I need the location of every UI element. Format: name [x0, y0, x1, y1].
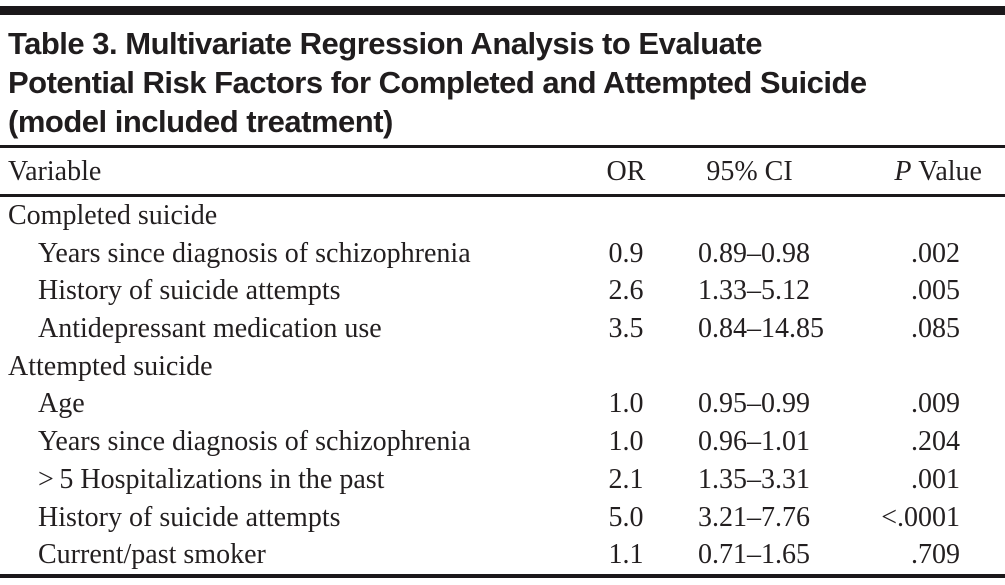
- bottom-rule: [0, 573, 1005, 578]
- row-or-value: 2.6: [608, 275, 644, 307]
- col-header-variable: Variable: [8, 156, 102, 187]
- row-ci-value: 0.89–0.98: [698, 237, 810, 269]
- row-p-value: .009: [911, 388, 960, 420]
- row-variable: Antidepressant medication use: [38, 313, 382, 345]
- row-ci-value: 1.33–5.12: [698, 275, 810, 307]
- pvalue-italic-p: P: [894, 156, 912, 187]
- row-ci-value: 0.71–1.65: [698, 539, 810, 571]
- row-p-value: .085: [911, 313, 960, 345]
- row-ci-value: 0.95–0.99: [698, 388, 810, 420]
- table-title: Table 3. Multivariate Regression Analysi…: [0, 15, 1005, 145]
- row-p-value: .005: [911, 275, 960, 307]
- row-variable: History of suicide attempts: [38, 275, 341, 307]
- column-header-row: Variable OR 95% CI P Value: [0, 148, 1005, 194]
- title-separator-rule: [0, 145, 1005, 148]
- table-title-line-3: (model included treatment): [8, 104, 393, 139]
- section-row-completed-suicide: Completed suicide: [8, 200, 218, 231]
- row-variable: Years since diagnosis of schizophrenia: [38, 237, 471, 269]
- col-header-ci: 95% CI: [706, 156, 793, 187]
- row-variable: Current/past smoker: [38, 539, 266, 571]
- row-ci-value: 1.35–3.31: [698, 463, 810, 495]
- pvalue-rest: Value: [918, 156, 982, 187]
- row-or-value: 1.0: [608, 388, 644, 420]
- row-variable: > 5 Hospitalizations in the past: [38, 463, 385, 495]
- top-rule: [0, 6, 1005, 15]
- table-title-line-1: Table 3. Multivariate Regression Analysi…: [8, 26, 762, 61]
- row-variable: Age: [38, 388, 85, 420]
- row-p-value: .204: [911, 426, 960, 458]
- row-or-value: 5.0: [608, 501, 644, 533]
- row-or-value: 3.5: [608, 313, 644, 345]
- row-or-value: 0.9: [608, 237, 644, 269]
- row-ci-value: 3.21–7.76: [698, 501, 810, 533]
- col-header-pvalue: P Value: [837, 157, 989, 194]
- row-variable: Years since diagnosis of schizophrenia: [38, 426, 471, 458]
- row-ci-value: 0.84–14.85: [698, 313, 824, 345]
- section-row-attempted-suicide: Attempted suicide: [8, 350, 213, 382]
- row-or-value: 1.1: [608, 539, 644, 571]
- row-ci-value: 0.96–1.01: [698, 426, 810, 458]
- row-or-value: 2.1: [608, 463, 644, 495]
- row-p-value: <.0001: [881, 501, 960, 533]
- col-header-or: OR: [606, 156, 646, 187]
- row-p-value: .709: [911, 539, 960, 571]
- row-or-value: 1.0: [608, 426, 644, 458]
- table-body: Completed suicide Years since diagnosis …: [0, 197, 1005, 574]
- row-p-value: .001: [911, 463, 960, 495]
- row-variable: History of suicide attempts: [38, 501, 341, 533]
- table-title-line-2: Potential Risk Factors for Completed and…: [8, 65, 867, 100]
- row-p-value: .002: [911, 237, 960, 269]
- header-separator-rule: [0, 194, 1005, 197]
